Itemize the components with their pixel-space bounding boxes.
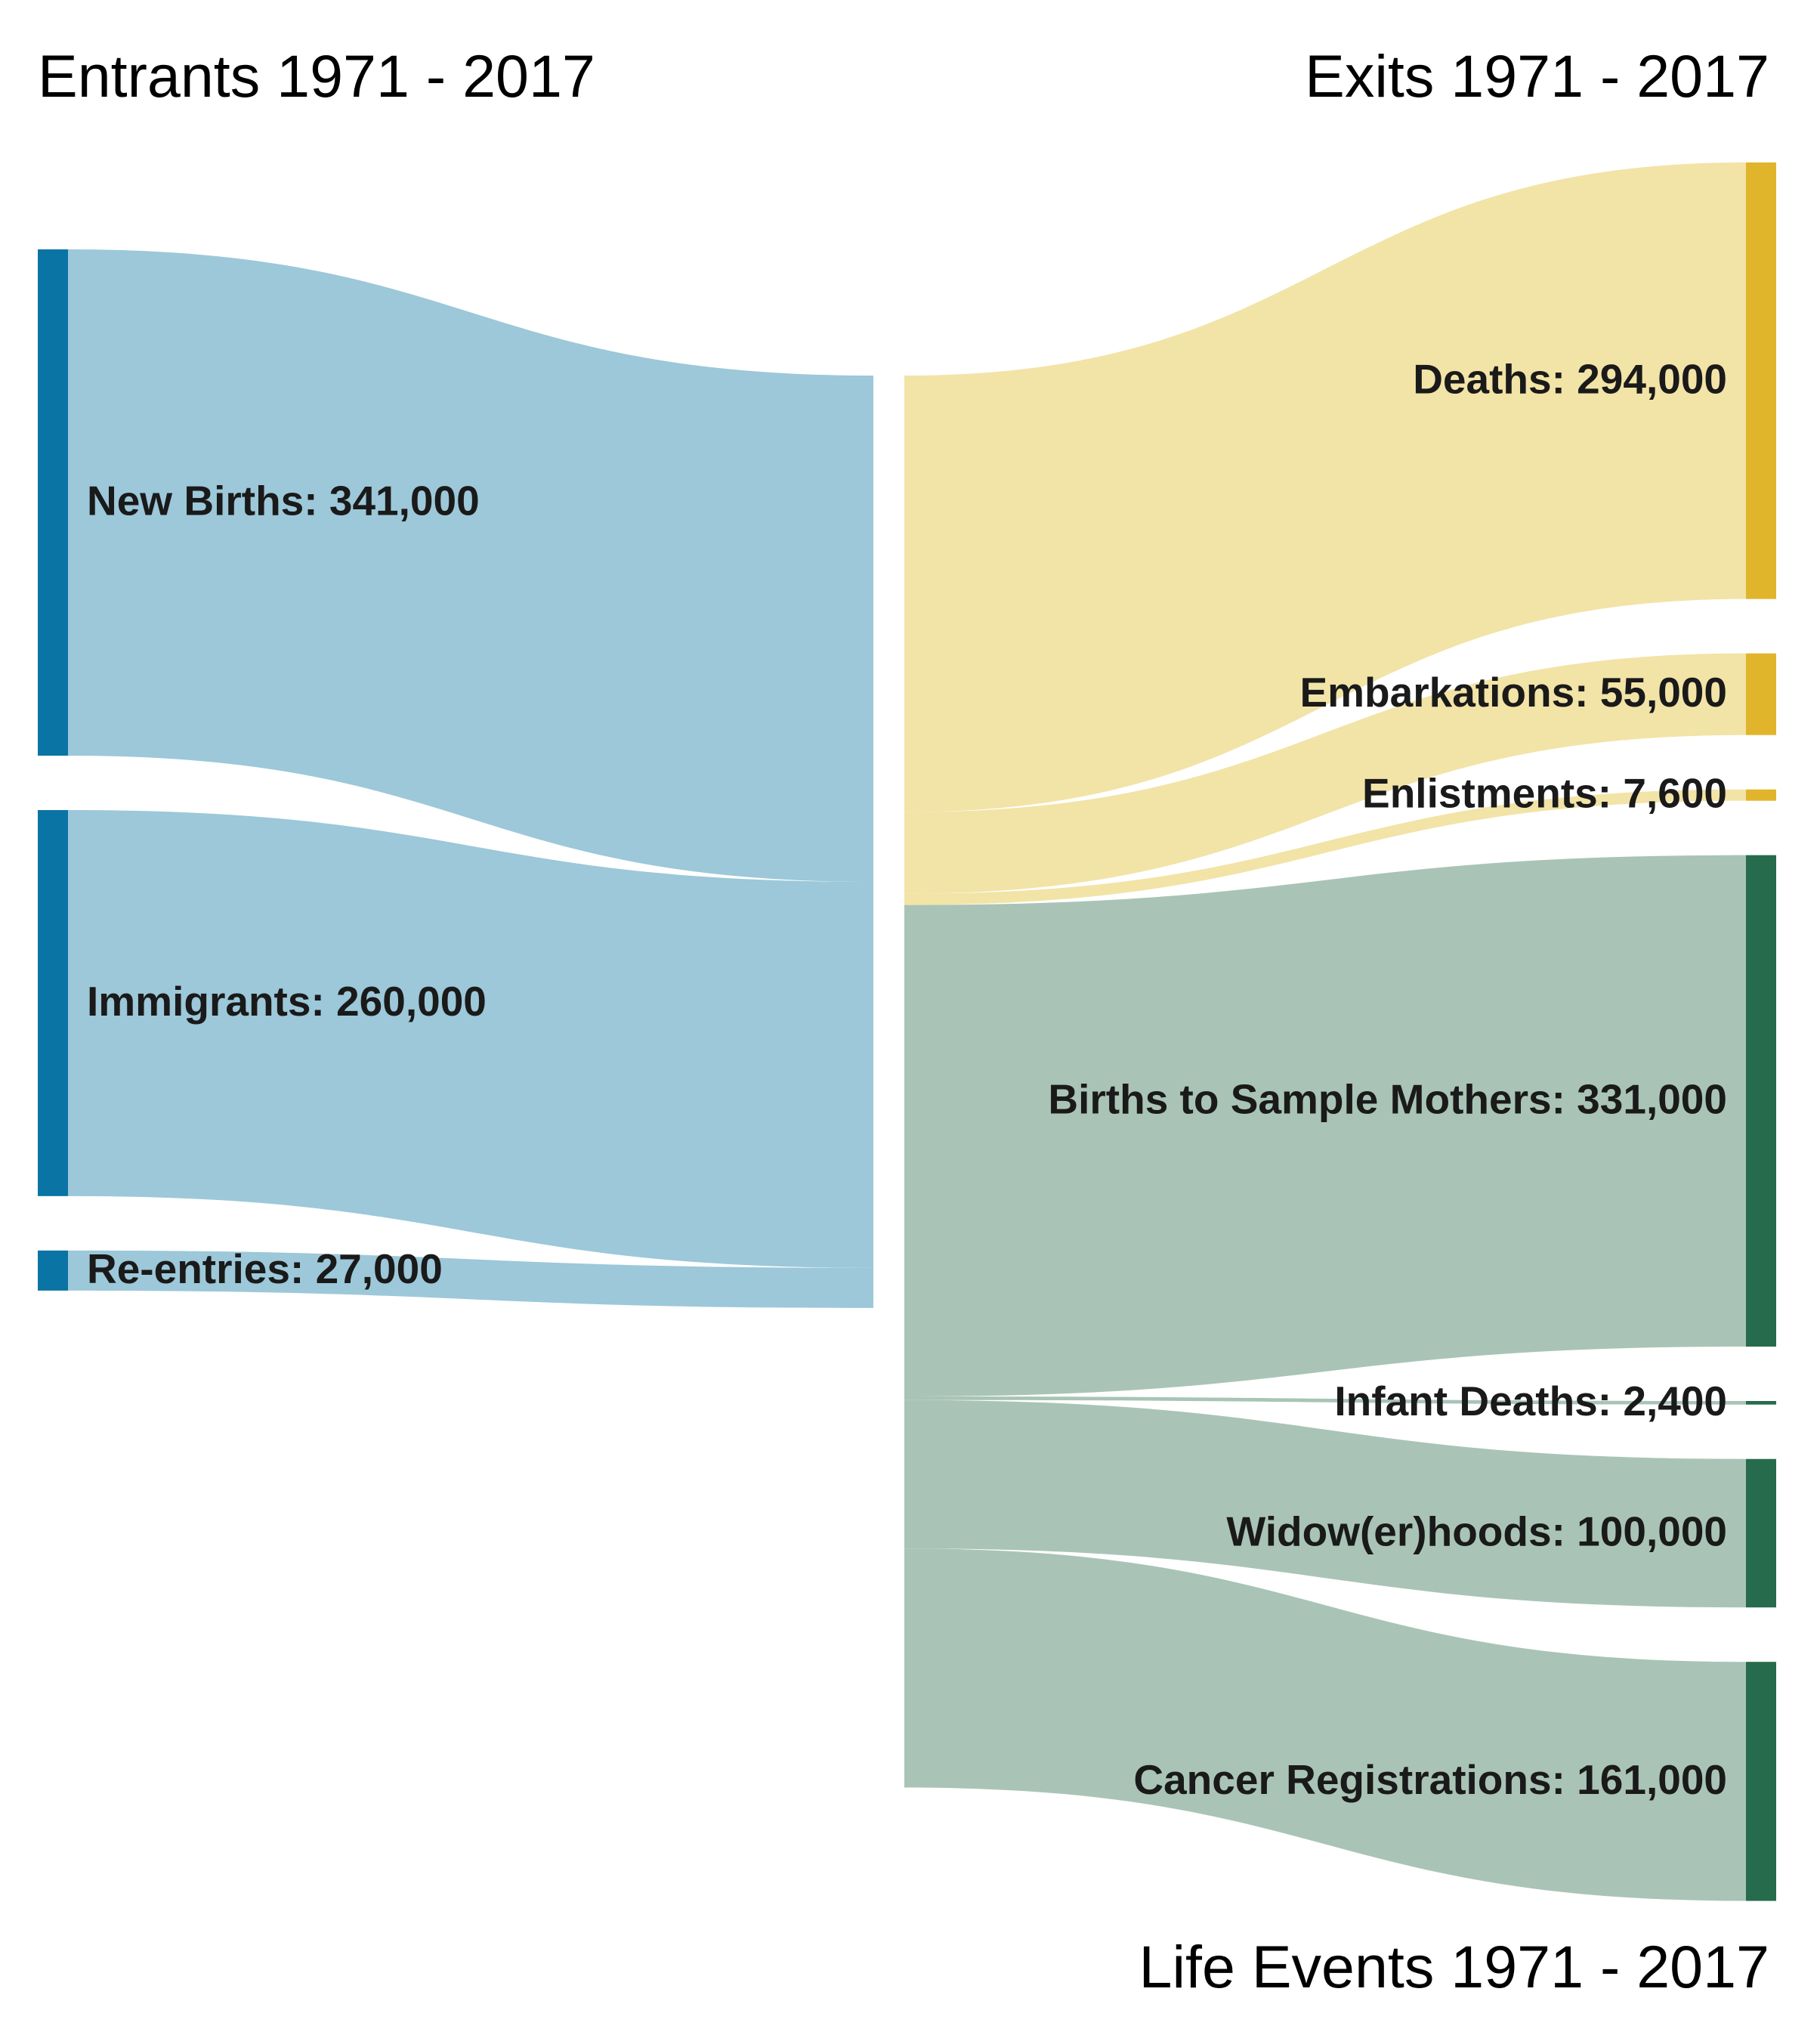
flow-infant-deaths — [904, 1396, 1746, 1405]
node-immigrants — [38, 810, 68, 1196]
label-deaths: Deaths: 294,000 — [1413, 355, 1727, 402]
label-births-to-sample-mothers: Births to Sample Mothers: 331,000 — [1048, 1075, 1727, 1122]
flow-deaths — [904, 162, 1746, 812]
flow-cancer-registrations — [904, 1548, 1746, 1901]
labels-layer: New Births: 341,000 Immigrants: 260,000 Re… — [87, 355, 1727, 1803]
node-deaths — [1746, 162, 1776, 599]
flows-layer — [68, 162, 1746, 1901]
nodes-layer — [38, 162, 1776, 1901]
flow-immigrants — [68, 810, 874, 1268]
node-enlistments — [1746, 789, 1776, 801]
life-events-heading: Life Events 1971 - 2017 — [1139, 1933, 1769, 2000]
flow-re-entries — [68, 1250, 874, 1308]
label-infant-deaths: Infant Deaths: 2,400 — [1334, 1378, 1727, 1424]
node-new-births — [38, 249, 68, 756]
label-new-births: New Births: 341,000 — [87, 478, 480, 524]
flow-new-births — [68, 249, 874, 882]
flow-widowerhoods — [904, 1399, 1746, 1608]
node-widowerhoods — [1746, 1458, 1776, 1608]
flow-enlistments — [904, 789, 1746, 905]
label-embarkations: Embarkations: 55,000 — [1299, 669, 1727, 716]
node-re-entries — [38, 1250, 68, 1291]
entrants-heading: Entrants 1971 - 2017 — [38, 42, 595, 110]
label-widowerhoods: Widow(er)hoods: 100,000 — [1226, 1508, 1727, 1554]
node-births-to-sample-mothers — [1746, 855, 1776, 1347]
label-cancer-registrations: Cancer Registrations: 161,000 — [1133, 1756, 1727, 1803]
node-embarkations — [1746, 653, 1776, 735]
node-infant-deaths — [1746, 1401, 1776, 1405]
flow-embarkations — [904, 653, 1746, 894]
exits-heading: Exits 1971 - 2017 — [1305, 42, 1769, 110]
flow-births-to-sample-mothers — [904, 855, 1746, 1397]
node-cancer-registrations — [1746, 1662, 1776, 1901]
label-enlistments: Enlistments: 7,600 — [1362, 770, 1727, 817]
label-re-entries: Re-entries: 27,000 — [87, 1245, 443, 1292]
middle-gap — [873, 376, 905, 1308]
label-immigrants: Immigrants: 260,000 — [87, 978, 487, 1025]
